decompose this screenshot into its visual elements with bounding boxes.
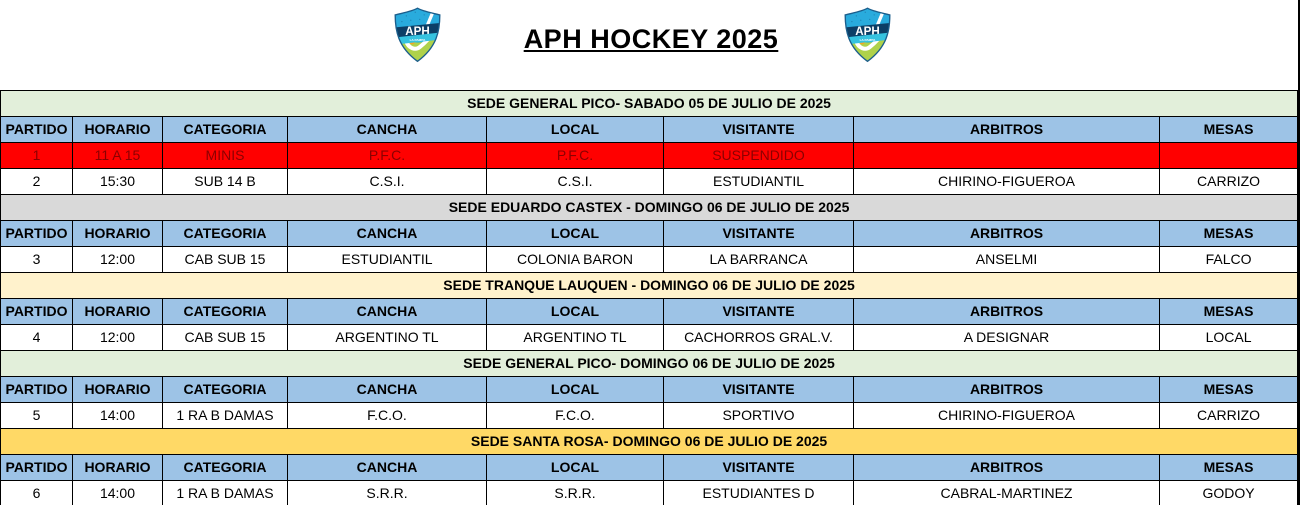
svg-text:LA PAMPA: LA PAMPA: [410, 38, 426, 42]
svg-text:LA PAMPA: LA PAMPA: [860, 38, 876, 42]
